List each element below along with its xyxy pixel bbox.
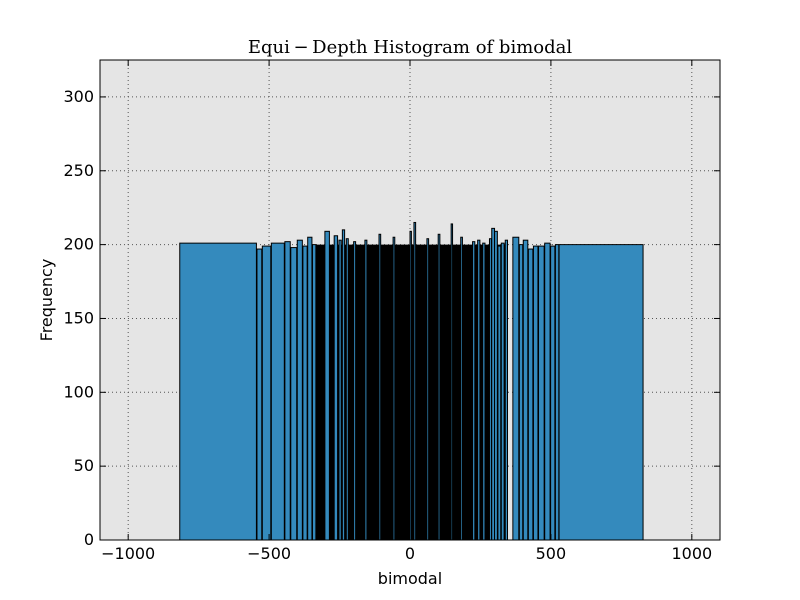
histogram-bar	[426, 238, 430, 541]
histogram-bar	[345, 238, 349, 541]
histogram-bar	[290, 247, 298, 541]
histogram-bar	[522, 239, 529, 541]
y-tick-label: 100	[63, 382, 94, 401]
histogram-bar	[311, 244, 317, 541]
histogram-bar	[409, 230, 412, 541]
histogram-bar	[270, 242, 285, 541]
histogram-bar	[482, 242, 486, 541]
histogram-bar	[307, 236, 313, 541]
y-tick-label: 50	[74, 456, 94, 475]
histogram-bar	[460, 236, 463, 541]
histogram-bar	[494, 230, 498, 541]
x-tick-label: −1000	[101, 544, 155, 563]
y-tick-label: 150	[63, 308, 94, 327]
histogram-bar	[532, 245, 539, 541]
histogram-bar	[512, 236, 520, 541]
histogram-bar	[437, 233, 441, 541]
histogram-bar	[261, 245, 272, 541]
histogram-bar	[500, 242, 505, 541]
histogram-bar	[527, 248, 534, 541]
histogram-bar	[364, 239, 368, 541]
histogram-bar	[284, 241, 291, 541]
y-tick-label: 300	[63, 87, 94, 106]
histogram-bar	[497, 245, 502, 541]
x-axis-label: bimodal	[378, 569, 442, 588]
histogram-bar	[538, 245, 545, 541]
x-tick-label: 0	[405, 544, 415, 563]
histogram-bar	[256, 248, 263, 541]
histogram-bar	[353, 241, 357, 541]
chart-title: Equi − Depth Histogram of bimodal	[248, 37, 573, 58]
x-tick-label: −500	[247, 544, 291, 563]
y-tick-label: 200	[63, 235, 94, 254]
histogram-bar	[550, 245, 556, 541]
histogram-bar	[341, 229, 346, 541]
histogram-bar	[472, 241, 476, 541]
histogram-bar	[504, 239, 509, 541]
histogram-bar	[558, 244, 644, 541]
axis-ticks	[100, 60, 720, 541]
x-tick-labels: −1000 −500 0 500 1000	[101, 544, 712, 563]
histogram-bar	[477, 239, 481, 541]
x-tick-label: 1000	[671, 544, 712, 563]
histogram-bar	[544, 242, 551, 541]
y-axis-label: Frequency	[37, 259, 56, 342]
x-tick-label: 500	[536, 544, 567, 563]
histogram-bar	[392, 236, 396, 541]
histogram-bar	[333, 235, 339, 541]
histogram-bar	[413, 221, 417, 541]
histogram-bar	[338, 239, 342, 541]
histogram-bar	[450, 223, 454, 541]
y-tick-labels: 0 50 100 150 200 250 300	[63, 87, 94, 549]
histogram-bar	[554, 244, 560, 541]
histogram-bar	[518, 244, 524, 541]
histogram-bar	[324, 230, 330, 541]
histogram-bar	[296, 239, 303, 541]
y-tick-label: 0	[84, 530, 94, 549]
histogram-bar	[302, 245, 308, 541]
histogram-bars	[179, 221, 644, 541]
histogram-bar	[378, 233, 382, 541]
histogram-bar	[488, 238, 492, 541]
y-tick-label: 250	[63, 161, 94, 180]
histogram-bar	[179, 242, 257, 541]
